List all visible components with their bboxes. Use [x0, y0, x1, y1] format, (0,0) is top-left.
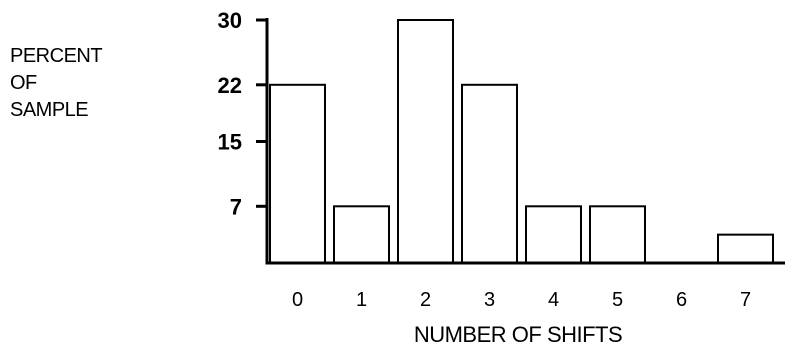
- x-tick-label-4: 4: [548, 289, 559, 311]
- x-tick-label-6: 6: [676, 289, 687, 311]
- bar-5: [589, 205, 646, 265]
- bar-0: [269, 83, 326, 264]
- x-axis-title: NUMBER OF SHIFTS: [413, 322, 623, 347]
- bar-4: [525, 205, 582, 265]
- y-tick-label-7: 7: [230, 194, 242, 219]
- y-tick-label-30: 30: [218, 8, 242, 33]
- bar-1: [333, 205, 390, 265]
- x-tick-label-5: 5: [612, 289, 623, 311]
- x-ticks-group: 0 1 2 3 4 5 6 7: [292, 289, 751, 311]
- y-axis-title-line-3: SAMPLE: [10, 99, 89, 121]
- x-tick-label-3: 3: [484, 289, 495, 311]
- x-tick-label-1: 1: [356, 289, 367, 311]
- y-axis-title-line-1: PERCENT: [10, 45, 103, 67]
- y-ticks-group: 7 15 22 30: [218, 8, 267, 219]
- x-tick-label-2: 2: [420, 289, 431, 311]
- y-axis-title-line-2: OF: [10, 72, 37, 94]
- y-tick-label-15: 15: [218, 130, 242, 155]
- y-tick-label-22: 22: [218, 73, 242, 98]
- bars-group: [269, 19, 774, 265]
- bar-3: [461, 83, 518, 264]
- bar-7: [717, 233, 774, 264]
- x-tick-label-0: 0: [292, 289, 303, 311]
- x-tick-label-7: 7: [740, 289, 751, 311]
- bar-2: [397, 19, 454, 264]
